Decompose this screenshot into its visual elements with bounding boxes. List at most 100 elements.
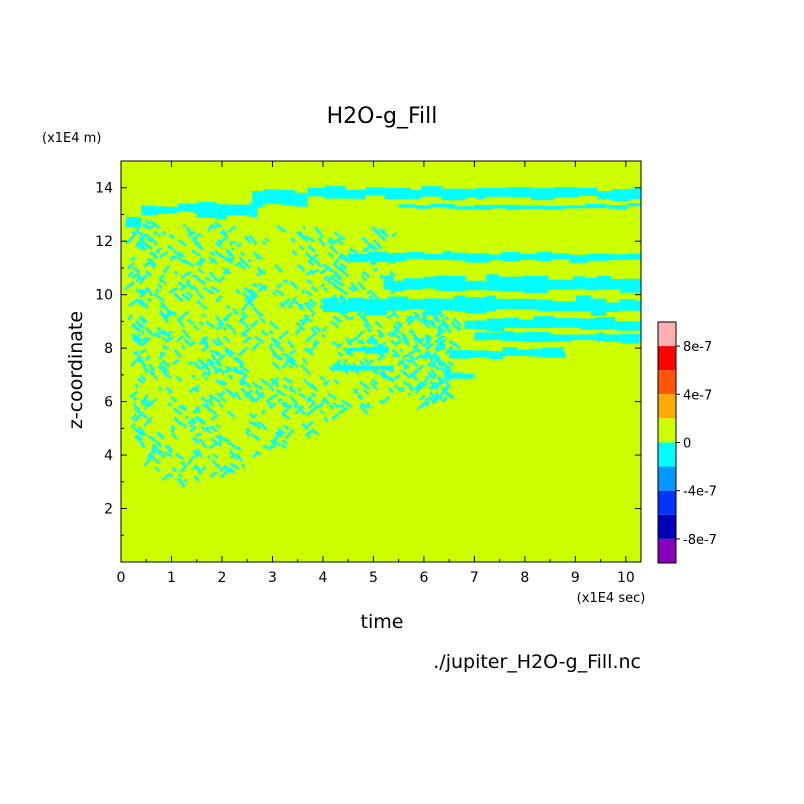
- plot-frame: [120, 160, 642, 563]
- x-unit-label: (x1E4 sec): [577, 591, 646, 606]
- contour-streak: [164, 451, 173, 458]
- contour-streak: [251, 342, 260, 351]
- contour-streak: [200, 303, 208, 310]
- contour-streak: [326, 279, 337, 287]
- contour-streak: [299, 245, 305, 251]
- contour-streak: [424, 333, 433, 340]
- contour-band-segment: [587, 253, 609, 261]
- contour-streak: [211, 338, 220, 347]
- contour-streak: [203, 286, 215, 295]
- contour-streak: [339, 294, 348, 302]
- contour-band-segment: [387, 252, 407, 262]
- contour-band-segment: [364, 346, 374, 354]
- contour-streak: [230, 246, 235, 252]
- contour-streak: [152, 230, 158, 236]
- contour-streak: [328, 237, 335, 243]
- contour-streak: [248, 235, 258, 245]
- contour-band-segment: [398, 204, 416, 208]
- contour-streak: [380, 369, 390, 381]
- contour-band-segment: [488, 351, 503, 360]
- contour-streak: [363, 323, 372, 333]
- contour-streak: [303, 301, 314, 313]
- contour-streak: [206, 454, 212, 460]
- contour-streak: [143, 416, 153, 427]
- contour-streak: [179, 464, 188, 473]
- contour-streak: [213, 397, 222, 404]
- contour-streak: [232, 330, 237, 335]
- contour-streak: [276, 282, 283, 289]
- contour-streak: [135, 236, 145, 247]
- colorbar-swatch: [658, 490, 676, 515]
- contour-band-segment: [486, 295, 496, 312]
- contour-streak: [369, 381, 379, 391]
- contour-streak: [222, 266, 231, 275]
- contour-band-segment: [486, 274, 500, 291]
- contour-streak: [133, 412, 143, 422]
- contour-streak: [433, 381, 441, 390]
- contour-streak: [412, 344, 420, 352]
- contour-streak: [425, 376, 430, 382]
- contour-streak: [147, 237, 152, 243]
- contour-streak: [337, 406, 349, 415]
- contour-streak: [223, 317, 229, 322]
- contour-streak: [187, 360, 193, 366]
- contour-streak: [127, 314, 134, 321]
- contour-streak: [146, 297, 152, 302]
- contour-streak: [187, 417, 196, 425]
- contour-streak: [129, 256, 136, 262]
- contour-streak: [236, 242, 242, 248]
- contour-streak: [136, 244, 144, 251]
- contour-streak: [225, 304, 231, 310]
- contour-streak: [207, 395, 215, 404]
- contour-streak: [251, 282, 259, 289]
- contour-streak: [296, 264, 306, 272]
- contour-streak: [238, 369, 248, 378]
- contour-streak: [277, 427, 286, 435]
- contour-streak: [149, 250, 158, 260]
- contour-streak: [171, 433, 179, 440]
- contour-band-segment: [611, 279, 621, 289]
- contour-streak: [352, 387, 359, 395]
- contour-streak: [260, 378, 269, 386]
- contour-streak: [274, 263, 284, 273]
- contour-streak: [257, 284, 267, 293]
- contour-streak: [218, 403, 224, 408]
- contour-streak: [289, 384, 294, 390]
- contour-band-segment: [506, 187, 532, 198]
- contour-streak: [407, 392, 412, 397]
- contour-streak: [288, 386, 297, 394]
- contour-streak: [215, 326, 220, 331]
- contour-streak: [166, 330, 173, 336]
- contour-streak: [130, 356, 140, 368]
- contour-streak: [245, 430, 251, 437]
- contour-band-segment: [441, 188, 466, 201]
- contour-streak: [419, 337, 426, 343]
- contour-streak: [201, 465, 207, 472]
- contour-band-segment: [579, 318, 596, 330]
- contour-streak: [323, 379, 330, 387]
- contour-streak: [288, 394, 299, 406]
- contour-streak: [136, 338, 143, 346]
- contour-streak: [216, 353, 226, 363]
- contour-band-segment: [415, 205, 431, 209]
- contour-streak: [184, 280, 194, 291]
- contour-streak: [310, 341, 320, 351]
- colorbar-swatch: [658, 514, 676, 539]
- contour-streak: [443, 366, 452, 373]
- contour-band-segment: [250, 202, 258, 217]
- contour-streak: [235, 456, 240, 461]
- plot-area: [121, 161, 641, 562]
- contour-streak: [433, 364, 440, 371]
- contour-streak: [323, 275, 329, 281]
- contour-streak: [203, 376, 208, 381]
- contour-streak: [420, 317, 430, 329]
- contour-streak: [142, 273, 149, 280]
- contour-streak: [135, 353, 145, 363]
- contour-band-segment: [294, 192, 307, 207]
- contour-streak: [197, 292, 205, 301]
- x-tick-label: 9: [571, 570, 580, 586]
- contour-streak: [363, 389, 369, 396]
- contour-streak: [166, 244, 172, 250]
- contour-streak: [377, 370, 387, 380]
- contour-streak: [194, 240, 201, 246]
